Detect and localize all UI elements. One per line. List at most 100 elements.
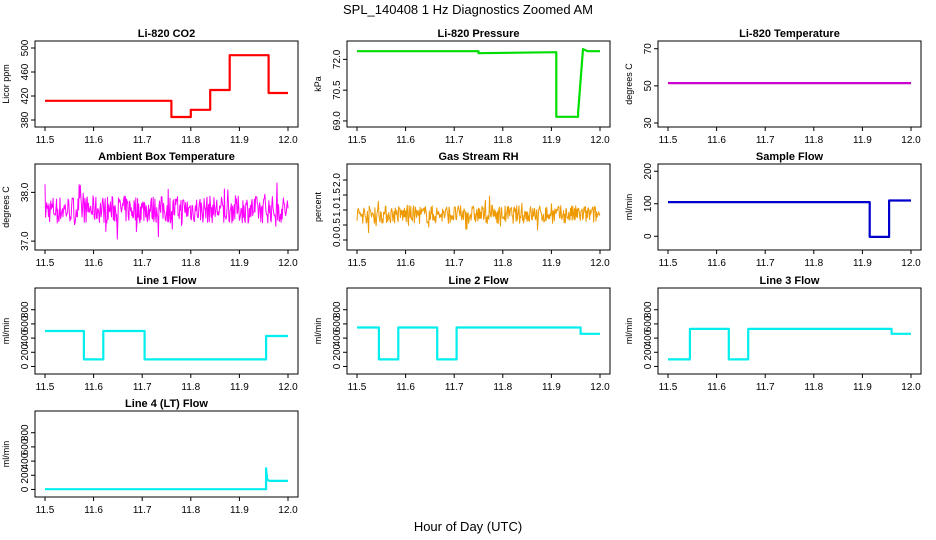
x-tick-label: 11.5 [36, 258, 55, 269]
x-tick-label: 11.8 [493, 258, 512, 269]
panel-6: Sample Flow ml/min 0 100 200 11.5 11.6 11.7 11.8… [624, 151, 922, 269]
x-tick-label: 11.9 [542, 258, 561, 269]
plot-frame [657, 40, 922, 128]
series-line [668, 199, 911, 238]
y-tick-label: 72.0 [332, 49, 343, 69]
y-tick-label: 69.0 [332, 111, 343, 131]
x-tick-label: 12.0 [901, 382, 921, 393]
y-axis-label: Licor ppm [1, 64, 11, 104]
y-tick-label: 800 [20, 301, 31, 318]
x-tick-label: 12.0 [901, 135, 921, 146]
series-line [357, 326, 600, 361]
plot-frame [34, 287, 299, 375]
x-tick-label: 11.6 [396, 258, 415, 269]
y-tick-label: 100 [643, 195, 654, 212]
panel-title: Li-820 Temperature [739, 28, 840, 40]
figure-title: SPL_140408 1 Hz Diagnostics Zoomed AM [343, 2, 593, 17]
x-tick-label: 11.6 [707, 258, 726, 269]
y-tick-label: 380 [20, 111, 31, 128]
x-tick-label: 11.9 [230, 135, 249, 146]
plot-frame [34, 410, 299, 498]
x-tick-label: 11.5 [348, 382, 367, 393]
y-tick-label: 1.0 [332, 203, 343, 217]
x-tick-label: 11.8 [181, 135, 200, 146]
y-tick-label: 70 [643, 43, 654, 55]
panel-1: Li-820 CO2 Licor ppm 380 420 460 500 11.5 11.6 1… [1, 28, 299, 146]
panel-title: Ambient Box Temperature [98, 151, 235, 163]
series-line [45, 54, 288, 119]
y-tick-label: 0 [20, 486, 31, 492]
x-tick-label: 11.8 [493, 135, 512, 146]
y-tick-label: 37.0 [20, 231, 31, 251]
y-tick-label: 0.5 [332, 218, 343, 232]
series-line [357, 48, 600, 118]
x-tick-label: 11.5 [659, 382, 678, 393]
x-tick-label: 11.7 [133, 135, 152, 146]
x-tick-label: 12.0 [901, 258, 921, 269]
y-tick-label: 50 [643, 80, 654, 92]
y-tick-label: 800 [20, 424, 31, 441]
plot-frame [657, 163, 922, 251]
y-tick-label: 200 [332, 343, 343, 360]
x-tick-label: 11.9 [853, 135, 872, 146]
y-tick-label: 0.0 [332, 233, 343, 247]
x-tick-label: 11.6 [396, 135, 415, 146]
x-tick-label: 11.7 [756, 382, 775, 393]
panel-title: Line 1 Flow [137, 275, 197, 287]
plot-frame [34, 163, 299, 251]
x-tick-label: 11.7 [133, 382, 152, 393]
y-tick-label: 600 [20, 315, 31, 332]
series-line [45, 467, 288, 491]
x-tick-label: 11.7 [756, 135, 775, 146]
y-axis-label: degrees C [624, 63, 634, 105]
y-tick-label: 600 [332, 315, 343, 332]
plot-frame [34, 40, 299, 128]
y-tick-label: 420 [20, 87, 31, 104]
x-tick-label: 11.9 [230, 505, 249, 516]
x-tick-label: 12.0 [590, 258, 610, 269]
x-tick-label: 11.8 [804, 135, 823, 146]
x-tick-label: 11.7 [133, 505, 152, 516]
y-tick-label: 200 [20, 466, 31, 483]
panel-4: Ambient Box Temperature degrees C 37.0 38.0… [1, 151, 299, 269]
x-tick-label: 11.7 [756, 258, 775, 269]
panel-5: Gas Stream RH percent 0.00.51.01.52.0 11.5 1… [313, 151, 611, 269]
y-tick-label: 0 [643, 233, 654, 239]
x-tick-label: 11.8 [181, 258, 200, 269]
x-tick-label: 12.0 [590, 135, 610, 146]
x-tick-label: 11.9 [230, 382, 249, 393]
y-tick-label: 460 [20, 63, 31, 80]
panel-title: Li-820 CO2 [138, 28, 195, 40]
x-tick-label: 11.6 [707, 135, 726, 146]
y-tick-label: 400 [20, 452, 31, 469]
y-axis-label: ml/min [313, 318, 323, 345]
x-tick-label: 11.9 [542, 382, 561, 393]
y-tick-label: 38.0 [20, 182, 31, 202]
x-tick-label: 11.7 [133, 258, 152, 269]
y-tick-label: 400 [20, 329, 31, 346]
x-tick-label: 11.8 [804, 258, 823, 269]
x-tick-label: 11.5 [348, 135, 367, 146]
series-line [45, 329, 288, 361]
x-tick-label: 11.5 [36, 135, 55, 146]
y-axis-label: ml/min [624, 318, 634, 345]
y-tick-label: 600 [643, 315, 654, 332]
y-axis-label: ml/min [1, 441, 11, 468]
panel-title: Gas Stream RH [438, 151, 518, 163]
x-tick-label: 11.5 [348, 258, 367, 269]
x-tick-label: 11.6 [84, 135, 103, 146]
panel-title: Line 3 Flow [760, 275, 820, 287]
figure-xlabel: Hour of Day (UTC) [414, 519, 522, 534]
x-tick-label: 11.9 [853, 258, 872, 269]
x-tick-label: 11.7 [445, 382, 464, 393]
y-axis-label: degrees C [1, 186, 11, 228]
x-tick-label: 11.5 [659, 258, 678, 269]
y-tick-label: 0 [20, 363, 31, 369]
y-tick-label: 400 [643, 329, 654, 346]
x-tick-label: 12.0 [278, 382, 298, 393]
x-tick-label: 11.9 [542, 135, 561, 146]
y-tick-label: 30 [643, 117, 654, 129]
x-tick-label: 12.0 [278, 135, 298, 146]
